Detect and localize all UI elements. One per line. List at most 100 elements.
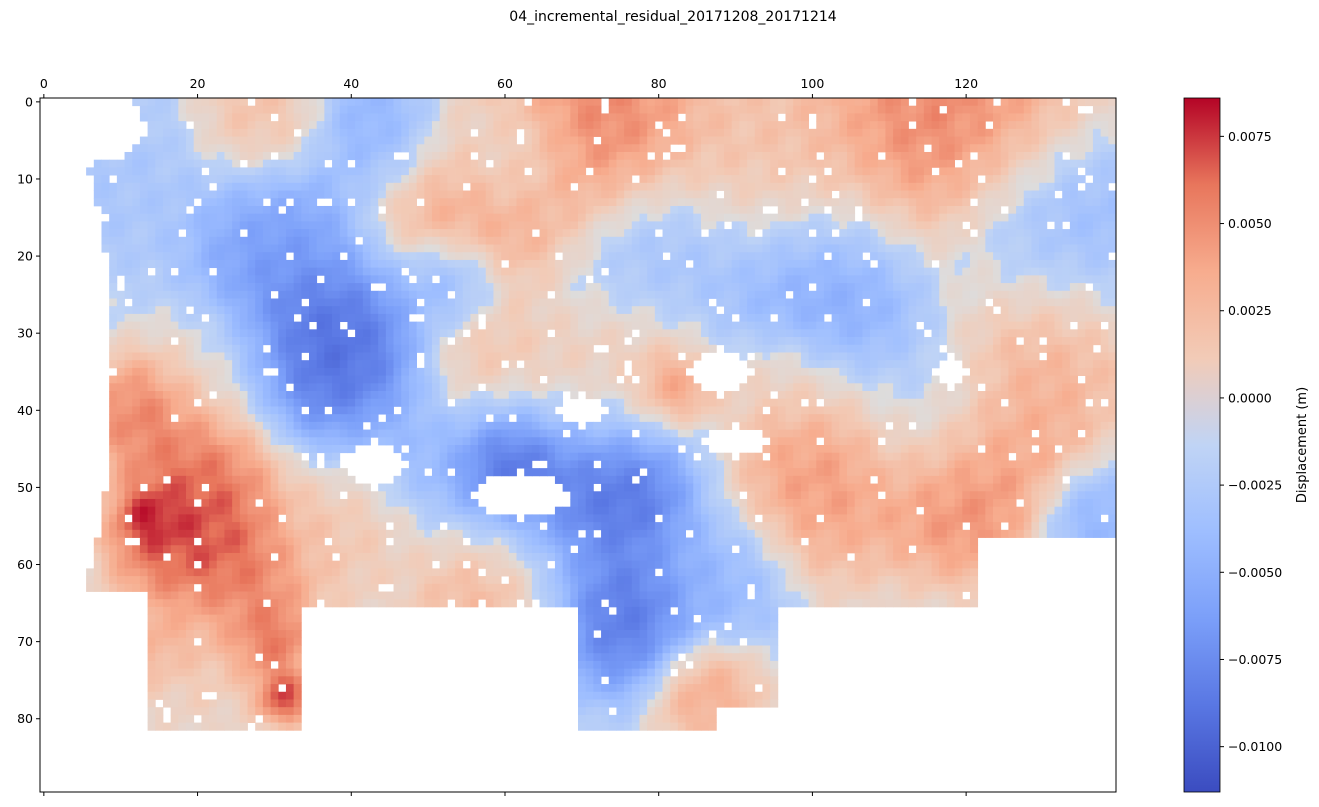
heatmap-cell: [1069, 221, 1078, 230]
heatmap-cell: [139, 398, 148, 407]
heatmap-cell: [293, 236, 302, 245]
heatmap-cell: [324, 113, 333, 122]
heatmap-cell: [993, 167, 1002, 176]
heatmap-cell: [939, 151, 948, 161]
heatmap-cell: [1077, 113, 1086, 122]
heatmap-cell: [216, 367, 225, 376]
heatmap-cell: [685, 113, 694, 122]
heatmap-cell: [408, 198, 417, 207]
heatmap-cell: [985, 267, 994, 276]
heatmap-cell: [339, 190, 348, 199]
heatmap-cell: [777, 190, 786, 199]
heatmap-cell: [186, 236, 195, 245]
heatmap-cell: [301, 205, 310, 215]
heatmap-cell: [1092, 113, 1102, 122]
heatmap-cell: [393, 275, 402, 284]
heatmap-cell: [800, 375, 809, 384]
heatmap-cell: [332, 398, 341, 407]
heatmap-cell: [578, 167, 587, 176]
heatmap-cell: [339, 391, 348, 400]
heatmap-cell: [431, 159, 441, 168]
heatmap-cell: [362, 175, 371, 184]
heatmap-cell: [531, 136, 540, 145]
heatmap-cell: [931, 159, 940, 168]
heatmap-cell: [831, 298, 840, 307]
heatmap-cell: [216, 182, 225, 191]
heatmap-cell: [754, 113, 763, 122]
heatmap-cell: [700, 321, 710, 330]
heatmap-cell: [139, 190, 148, 199]
heatmap-cell: [285, 344, 295, 353]
heatmap-cell: [501, 175, 510, 184]
heatmap-cell: [839, 159, 848, 168]
heatmap-cell: [155, 344, 164, 353]
heatmap-cell: [355, 306, 364, 315]
heatmap-cell: [708, 190, 717, 199]
heatmap-cell: [1100, 144, 1109, 153]
heatmap-cell: [362, 252, 371, 261]
heatmap-cell: [585, 98, 594, 107]
heatmap-cell: [731, 98, 740, 107]
heatmap-cell: [431, 398, 441, 407]
heatmap-cell: [278, 236, 287, 245]
heatmap-cell: [155, 105, 164, 114]
heatmap-cell: [1108, 144, 1116, 153]
heatmap-cell: [624, 313, 633, 323]
heatmap-cell: [139, 182, 148, 191]
heatmap-cell: [631, 190, 640, 199]
heatmap-cell: [677, 151, 686, 161]
heatmap-cell: [923, 190, 932, 199]
heatmap-cell: [578, 298, 587, 307]
heatmap-cell: [731, 275, 740, 284]
heatmap-cell: [385, 205, 394, 215]
heatmap-cell: [493, 236, 502, 245]
heatmap-cell: [293, 259, 302, 269]
heatmap-cell: [762, 128, 771, 137]
heatmap-cell: [1046, 198, 1055, 207]
heatmap-cell: [270, 175, 279, 184]
heatmap-cell: [808, 290, 817, 299]
heatmap-cell: [554, 236, 564, 245]
heatmap-cell: [639, 344, 648, 353]
heatmap-cell: [255, 267, 264, 276]
heatmap-cell: [485, 236, 494, 245]
heatmap-cell: [601, 175, 610, 184]
heatmap-cell: [162, 128, 172, 137]
heatmap-cell: [293, 275, 302, 284]
heatmap-cell: [716, 151, 725, 161]
heatmap-cell: [1062, 205, 1071, 215]
heatmap-cell: [993, 128, 1002, 137]
heatmap-cell: [516, 213, 525, 222]
heatmap-cell: [793, 337, 802, 346]
heatmap-cell: [900, 360, 909, 369]
heatmap-cell: [847, 298, 856, 307]
heatmap-cell: [501, 244, 510, 253]
heatmap-cell: [255, 252, 264, 261]
heatmap-cell: [355, 205, 364, 215]
heatmap-cell: [339, 275, 348, 284]
heatmap-cell: [931, 375, 940, 384]
heatmap-cell: [470, 159, 479, 168]
heatmap-cell: [993, 159, 1002, 168]
heatmap-cell: [870, 298, 879, 307]
heatmap-cell: [1023, 252, 1032, 261]
heatmap-cell: [316, 244, 325, 253]
heatmap-cell: [731, 244, 740, 253]
heatmap-cell: [378, 113, 387, 122]
heatmap-cell: [416, 175, 425, 184]
heatmap-cell: [1092, 259, 1102, 269]
heatmap-cell: [608, 151, 617, 161]
heatmap-cell: [631, 98, 640, 107]
heatmap-cell: [416, 190, 425, 199]
heatmap-cell: [1085, 98, 1094, 107]
heatmap-cell: [332, 105, 341, 114]
heatmap-cell: [278, 175, 287, 184]
heatmap-cell: [462, 283, 471, 292]
heatmap-cell: [1092, 175, 1102, 184]
heatmap-cell: [554, 213, 564, 222]
heatmap-cell: [847, 352, 856, 361]
heatmap-cell: [232, 259, 241, 269]
heatmap-cell: [739, 105, 748, 114]
heatmap-cell: [485, 105, 494, 114]
heatmap-cell: [770, 352, 779, 361]
